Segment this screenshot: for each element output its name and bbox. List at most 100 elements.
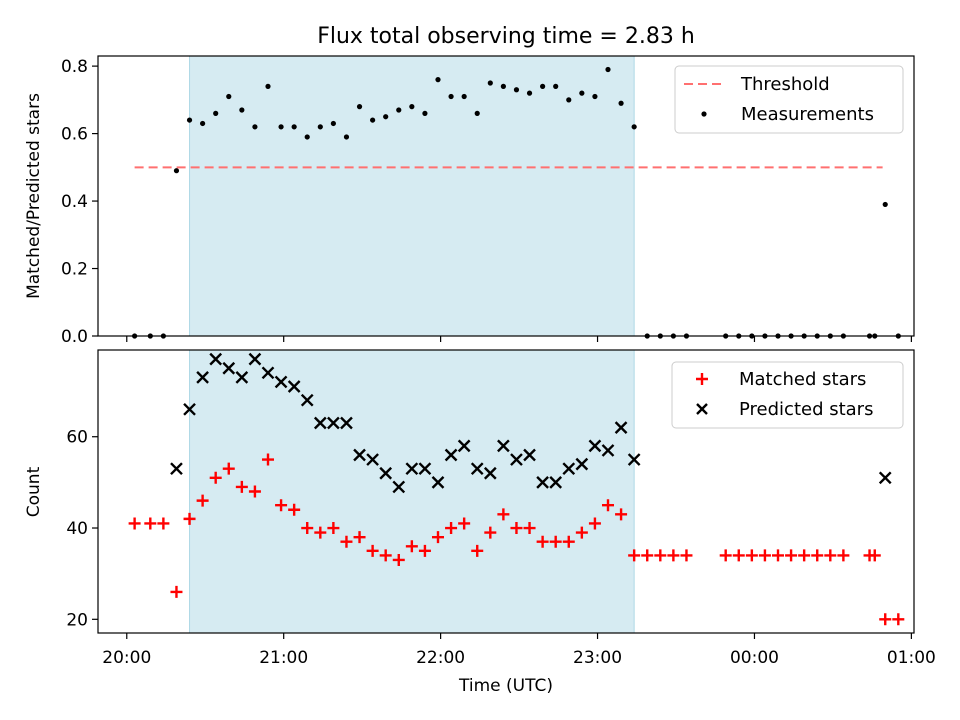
measurement-point (370, 117, 376, 123)
measurement-point (252, 124, 258, 130)
matched-point (288, 503, 301, 516)
matched-point (144, 517, 157, 530)
predicted-point (627, 453, 641, 466)
count-plot-frame (97, 349, 915, 634)
ratio-legend: Threshold Measurements (674, 65, 904, 134)
predicted-point (536, 476, 549, 489)
x-tick-label: 21:00 (259, 648, 308, 668)
matched-point (628, 549, 641, 562)
measurements-legend-label: Measurements (741, 104, 874, 125)
matched-point (458, 517, 471, 530)
count-legend: Matched stars Predicted stars (671, 361, 904, 429)
ratio-observing-window (189, 55, 635, 337)
matched-point (471, 544, 484, 557)
matched-point (879, 613, 892, 626)
matched-point (824, 549, 837, 562)
matched-point (523, 522, 536, 535)
matched-point (209, 471, 222, 484)
predicted-point (510, 453, 523, 466)
predicted-point (222, 361, 236, 375)
predicted-point (483, 466, 497, 480)
matched-point (497, 508, 510, 521)
measurement-point (265, 83, 271, 89)
measurement-point (173, 168, 180, 174)
count-legend-box (671, 361, 904, 429)
matched-point (262, 453, 274, 466)
matched-point (222, 462, 235, 475)
ratio-panel: 0.00.20.40.60.8 Matched/Predicted stars … (24, 55, 915, 347)
predicted-point (327, 416, 340, 430)
matched-point (432, 531, 444, 544)
matched-point (732, 549, 745, 562)
x-axis-label: Time (UTC) (458, 676, 553, 696)
matched-point (536, 535, 549, 548)
predicted-legend-marker (696, 403, 708, 415)
chart-title: Flux total observing time = 2.83 h (317, 24, 695, 49)
predicted-legend-label: Predicted stars (739, 399, 873, 420)
measurement-points (132, 66, 901, 339)
matched-point (484, 526, 497, 539)
measurement-point (435, 77, 441, 83)
matched-point (196, 494, 209, 507)
measurement-point (278, 124, 284, 130)
matched-point (680, 549, 693, 562)
matched-point (641, 549, 654, 562)
matched-point (418, 544, 431, 557)
matched-point (798, 549, 811, 562)
measurements-legend-marker (701, 111, 707, 117)
matched-point (575, 526, 588, 539)
predicted-point (196, 371, 209, 384)
measurement-point (526, 90, 533, 96)
matched-point (379, 549, 392, 562)
predicted-point (549, 476, 563, 489)
predicted-point (457, 439, 471, 453)
predicted-point (209, 352, 223, 366)
predicted-point (261, 366, 275, 380)
predicted-point (300, 393, 314, 407)
x-tick-label: 20:00 (102, 648, 151, 668)
x-tick-label: 01:00 (887, 648, 936, 668)
predicted-point (248, 352, 262, 366)
measurement-point (239, 107, 245, 113)
matched-point (128, 517, 141, 530)
matched-point (837, 549, 850, 562)
predicted-points (170, 352, 892, 494)
measurement-point (882, 201, 888, 208)
measurement-point (186, 117, 193, 123)
matched-legend-label: Matched stars (739, 369, 866, 390)
count-y-tick-label: 20 (66, 610, 88, 630)
matched-points (128, 453, 905, 626)
ratio-plot-frame (97, 55, 915, 337)
measurement-point (383, 114, 389, 120)
matched-point (183, 512, 196, 525)
measurement-point (200, 120, 206, 127)
matched-point (340, 535, 353, 548)
predicted-point (588, 439, 602, 453)
matched-point (562, 535, 575, 548)
predicted-point (562, 462, 576, 476)
matched-point (157, 517, 170, 530)
count-panel: 20 40 60 20:00 21:00 22:00 23:00 00:00 01:00 Co… (24, 349, 936, 696)
measurement-point (409, 104, 415, 110)
matched-point (510, 522, 523, 535)
count-y-axis: 20 40 60 (66, 428, 98, 630)
measurement-point (618, 100, 624, 106)
x-tick-label: 00:00 (730, 648, 779, 668)
matched-point (654, 549, 667, 562)
count-x-axis: 20:00 21:00 22:00 23:00 00:00 01:00 (102, 633, 936, 668)
count-y-label: Count (24, 466, 44, 517)
predicted-point (575, 457, 589, 471)
count-observing-window (189, 349, 635, 634)
measurement-point (605, 66, 611, 73)
predicted-point (235, 371, 249, 384)
matched-point (588, 517, 601, 530)
predicted-point (287, 380, 301, 393)
ratio-y-tick-label: 0.2 (61, 260, 88, 280)
measurement-point (592, 93, 598, 100)
ratio-y-tick-label: 0.0 (61, 327, 88, 347)
measurement-point (448, 93, 454, 100)
measurement-point (540, 83, 546, 89)
measurement-point (553, 83, 559, 89)
measurement-point (474, 110, 480, 116)
predicted-point (379, 466, 393, 480)
